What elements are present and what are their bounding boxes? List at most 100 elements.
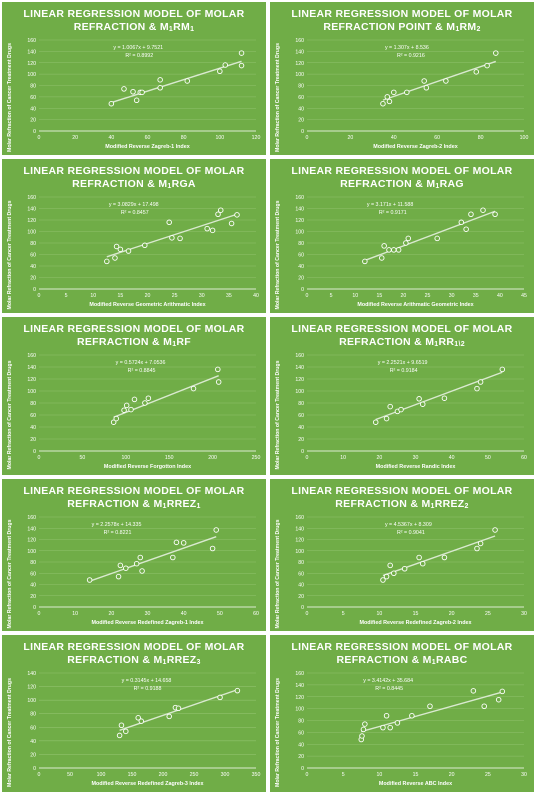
y-tick-label: 20 (298, 437, 304, 443)
y-axis-title: Molar Refraction of Cancer Treatment Dru… (275, 678, 281, 787)
x-tick-label: 0 (38, 455, 41, 461)
data-point (123, 402, 130, 409)
data-point (215, 211, 221, 218)
x-tick-label: 0 (306, 455, 309, 461)
x-tick-label: 20 (108, 611, 114, 617)
x-axis-title: Modified Reverse Geometric Arithmatic In… (89, 302, 205, 308)
y-axis-title: Molar Refraction of Cancer Treatment Dru… (275, 519, 281, 628)
data-point (473, 69, 480, 75)
chart-title-line-2: REFRACTION & M1RGA (2, 178, 266, 191)
data-point (391, 247, 397, 253)
data-point (131, 396, 138, 403)
chart-plot-2: 0 20 40 60 80 100 120 140 160 0 20 40 60 80 100 Modifie… (275, 38, 528, 152)
data-point (180, 540, 187, 546)
data-point (477, 540, 484, 547)
x-tick-label: 10 (72, 611, 78, 617)
y-tick-label: 20 (298, 754, 304, 760)
x-tick-label: 0 (306, 772, 309, 778)
y-tick-label: 0 (33, 449, 36, 455)
title-text: REFRACTION & M (336, 654, 432, 666)
y-tick-label: 120 (27, 218, 36, 224)
data-point (157, 85, 163, 91)
data-point (123, 728, 129, 735)
data-point (381, 243, 387, 249)
data-point (139, 89, 145, 96)
data-point (133, 560, 140, 567)
chart-title: LINEAR REGRESSION MODEL OF MOLAR REFRACTI… (270, 323, 534, 349)
trendline (361, 691, 503, 733)
r-squared: R² = 0.8221 (104, 530, 132, 536)
chart-plot-8: 0 20 40 60 80 100 120 140 160 0 5 10 15 20 25 30 Modifie… (275, 515, 527, 628)
x-tick-label: 50 (485, 455, 491, 461)
title-text: REFRACTION & M (76, 336, 173, 348)
y-tick-label: 140 (295, 365, 304, 371)
regression-equation: y = 4.5367x + 8.309 (385, 522, 432, 528)
y-tick-label: 100 (295, 707, 304, 713)
x-tick-label: 20 (376, 455, 382, 461)
title-text: LINEAR REGRESSION MODEL OF MOLAR (23, 641, 245, 653)
x-tick-label: 0 (306, 293, 309, 299)
chart-plot-10: 0 20 40 60 80 100 120 140 160 0 5 10 15 20 25 30 Modifie… (275, 671, 527, 787)
y-tick-label: 120 (295, 695, 304, 701)
y-axis-title: Molar Refraction of Cancer Treatment Dru… (7, 43, 13, 152)
x-tick-label: 40 (449, 455, 455, 461)
y-axis-title: Molar Refraction of Cancer Treatment Dru… (275, 43, 281, 152)
y-tick-label: 0 (301, 766, 304, 772)
x-axis-title: Modified Reverse Forgotton Index (104, 464, 191, 470)
data-point (104, 258, 110, 265)
x-tick-label: 10 (376, 772, 382, 778)
title-subscript: 1 (162, 659, 167, 666)
data-point (215, 366, 221, 373)
data-point (142, 242, 148, 249)
y-tick-label: 80 (30, 241, 36, 247)
chart-title-line-1: LINEAR REGRESSION MODEL OF MOLAR (2, 8, 266, 21)
x-tick-label: 30 (413, 455, 419, 461)
x-tick-label: 35 (226, 293, 232, 299)
data-point (427, 703, 433, 709)
x-tick-label: 40 (391, 135, 397, 141)
y-tick-label: 20 (30, 276, 36, 282)
trendline (89, 536, 217, 582)
data-point (173, 539, 180, 546)
x-tick-label: 150 (128, 772, 137, 778)
title-text: REFRACTION POINT & M (323, 21, 456, 33)
title-subscript: 1 (168, 26, 174, 33)
data-point (116, 732, 123, 739)
y-tick-label: 60 (298, 730, 304, 736)
title-subscript: 1 (430, 503, 435, 510)
r-squared: R² = 0.8457 (121, 210, 149, 216)
x-tick-label: 30 (449, 293, 455, 299)
chart-plot-5: 0 20 40 60 80 100 120 140 160 0 50 100 150 200 250 Modi… (7, 353, 260, 470)
chart-plot-1: 0 20 40 60 80 100 120 140 160 0 20 40 60 80 100 120 Modi… (7, 38, 260, 152)
x-tick-label: 15 (376, 293, 382, 299)
data-point (383, 712, 390, 719)
y-tick-label: 60 (298, 571, 304, 577)
chart-title-line-1: LINEAR REGRESSION MODEL OF MOLAR (2, 641, 266, 654)
regression-equation: y = 1.307x + 8.536 (385, 45, 429, 51)
chart-panel-9: LINEAR REGRESSION MODEL OF MOLAR REFRACTI… (2, 635, 266, 792)
y-tick-label: 140 (295, 683, 304, 689)
chart-title: LINEAR REGRESSION MODEL OF MOLAR REFRACTI… (2, 8, 266, 34)
data-point (387, 562, 393, 569)
data-point (204, 225, 210, 232)
data-point (474, 545, 480, 552)
data-point (209, 227, 216, 234)
x-tick-label: 60 (521, 455, 527, 461)
chart-plot-3: 0 20 40 60 80 100 120 140 160 0 5 10 15 20 25 30 35 40 Mod… (7, 195, 259, 309)
chart-panel-8: LINEAR REGRESSION MODEL OF MOLAR REFRACTI… (270, 479, 534, 631)
trendline (382, 535, 496, 577)
data-point (419, 401, 426, 407)
title-subscript: 1 (162, 503, 167, 510)
x-tick-label: 5 (65, 293, 68, 299)
x-tick-label: 100 (216, 135, 225, 141)
y-tick-label: 40 (30, 583, 36, 589)
x-axis-title: Modified Reverse Randic Index (376, 464, 456, 470)
chart-title: LINEAR REGRESSION MODEL OF MOLAR REFRACTI… (270, 8, 534, 34)
y-tick-label: 160 (27, 38, 36, 44)
title-subscript: 1 (196, 503, 201, 510)
y-tick-label: 0 (301, 605, 304, 611)
chart-panel-10: LINEAR REGRESSION MODEL OF MOLAR REFRACTI… (270, 635, 534, 792)
y-tick-label: 0 (33, 287, 36, 293)
chart-plot-9: 0 20 40 60 80 100 120 140 0 50 100 150 200 250 300 350 M… (7, 671, 260, 787)
